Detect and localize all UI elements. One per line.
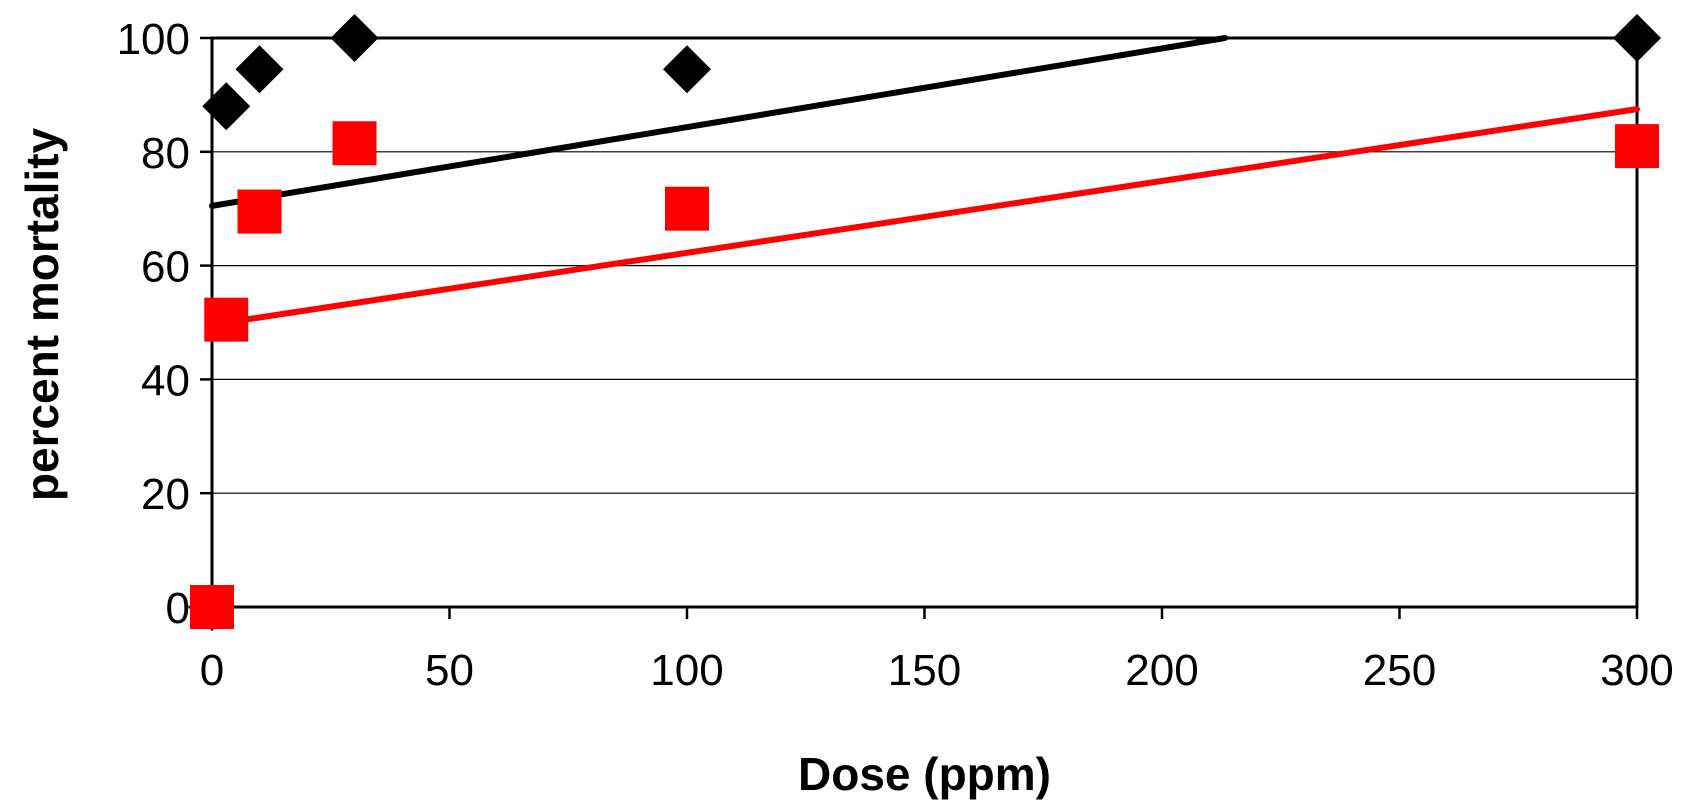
diamond-point (202, 82, 251, 131)
square-point (1615, 124, 1659, 169)
y-tick-label: 80 (141, 129, 190, 178)
square-point (237, 189, 282, 234)
x-tick-label: 100 (650, 646, 723, 695)
x-axis-title: Dose (ppm) (798, 748, 1051, 800)
y-tick-label: 20 (141, 470, 190, 519)
data-points (188, 14, 1661, 631)
x-tick-label: 250 (1363, 646, 1436, 695)
y-tick-label: 0 (166, 584, 190, 633)
x-tick-label: 200 (1125, 646, 1198, 695)
diamond-point (330, 14, 379, 62)
plot-frame (210, 36, 1639, 609)
square-point (332, 121, 377, 166)
y-tick-label: 100 (117, 15, 190, 64)
y-axis-title: percent mortality (16, 127, 68, 501)
square-point (665, 186, 709, 231)
y-tick-label: 40 (141, 356, 190, 405)
square-point (190, 585, 234, 629)
x-tick-label: 150 (888, 646, 961, 695)
diamond-point (235, 45, 284, 94)
tick-labels: 0 20 40 60 80 100 0 50 100 150 200 250 300 (117, 15, 1674, 695)
y-tick-label: 60 (141, 243, 190, 292)
square-point (204, 297, 249, 342)
gridlines (212, 151, 1637, 494)
diamond-point (1613, 14, 1661, 62)
axis-ticks (200, 36, 1639, 619)
trendline-series-1 (209, 35, 1228, 209)
trendline-series-2 (223, 106, 1640, 326)
diamond-point (663, 45, 711, 94)
x-tick-label: 0 (200, 646, 224, 695)
trendlines (209, 35, 1640, 326)
x-tick-label: 50 (425, 646, 474, 695)
x-tick-label: 300 (1600, 646, 1673, 695)
